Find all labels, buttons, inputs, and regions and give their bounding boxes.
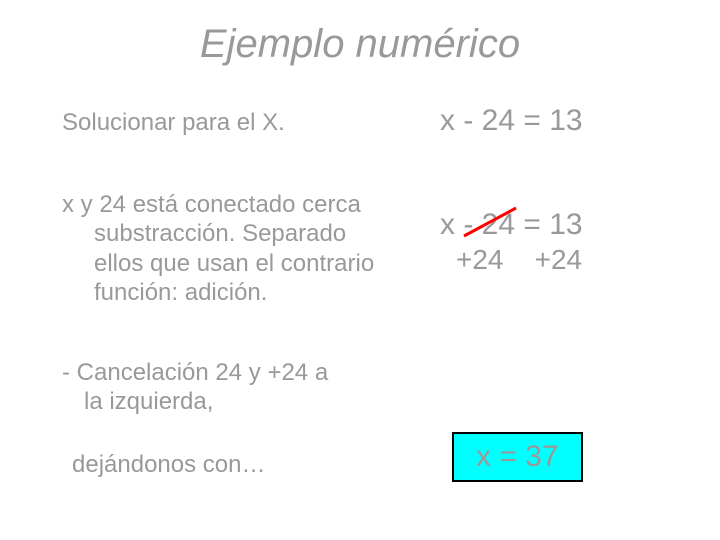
p2-line1: x y 24 está conectado cerca — [62, 191, 361, 218]
p2-line2: substracción. Separado — [62, 219, 382, 248]
answer-text: x = 37 — [476, 440, 559, 473]
instruction-connection: x y 24 está conectado cerca substracción… — [62, 190, 382, 307]
answer-box: x = 37 — [452, 432, 583, 482]
p3-line2: la izquierda, — [62, 387, 382, 416]
p3-line1: - Cancelación 24 y +24 a — [62, 359, 328, 386]
p2-line4: función: adición. — [62, 278, 382, 307]
slide-title: Ejemplo numérico — [0, 22, 720, 67]
p2-line3: ellos que usan el contrario — [62, 249, 382, 278]
equation-step2-line1: x - 24 = 13 — [440, 208, 583, 242]
instruction-cancel: - Cancelación 24 y +24 a la izquierda, — [62, 358, 382, 417]
instruction-leaving: dejándonos con… — [72, 450, 392, 479]
instruction-solve: Solucionar para el X. — [62, 108, 382, 137]
slide: Ejemplo numérico Solucionar para el X. x… — [0, 0, 720, 540]
equation-original: x - 24 = 13 — [440, 104, 583, 138]
equation-step2-line2: +24 +24 — [456, 244, 582, 276]
